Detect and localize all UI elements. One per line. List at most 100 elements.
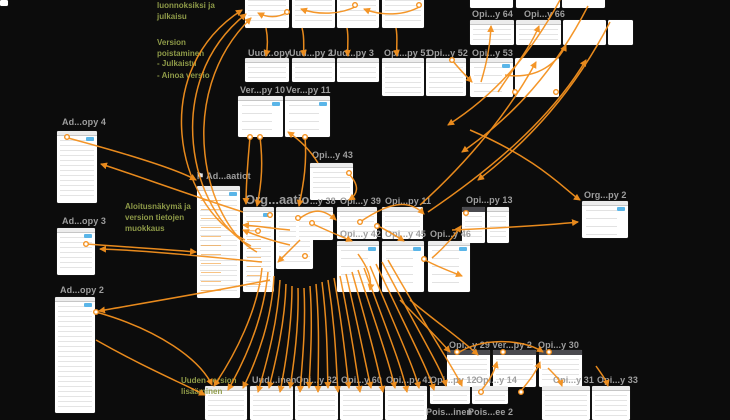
- frame-label[interactable]: Uud...opy: [248, 48, 290, 58]
- frame-content-rows: [248, 67, 286, 79]
- canvas-frame[interactable]: [205, 386, 247, 420]
- primary-button: [368, 247, 376, 251]
- frame-content-rows: [475, 395, 505, 401]
- canvas-frame[interactable]: [337, 58, 379, 82]
- frame-titlebar: [245, 58, 289, 63]
- canvas-frame[interactable]: [430, 386, 470, 404]
- frame-titlebar: [243, 207, 274, 212]
- frame-titlebar: [55, 297, 95, 302]
- frame-label[interactable]: Opi...y 39: [340, 196, 382, 206]
- primary-button: [84, 234, 92, 238]
- frame-content-rows: [208, 395, 244, 417]
- frame-content-rows: [298, 395, 335, 417]
- frame-label-text: Ad...aatiot: [206, 171, 251, 181]
- frame-content-rows: [295, 67, 332, 79]
- frame-label[interactable]: Ver...py 11: [286, 85, 331, 95]
- frame-content-rows: [586, 210, 617, 235]
- canvas-annotation[interactable]: - Julkaistu: [157, 59, 197, 68]
- frame-titlebar: [57, 131, 97, 136]
- frame-content-rows: [595, 395, 627, 417]
- frame-label[interactable]: Opi...y 66: [524, 9, 566, 19]
- frame-label[interactable]: Ad...opy 4: [62, 117, 107, 127]
- frame-label[interactable]: Ad...opy 3: [62, 216, 107, 226]
- canvas-frame[interactable]: [582, 201, 628, 238]
- frame-label[interactable]: Opi...y 53: [472, 48, 514, 58]
- frame-label[interactable]: Org...py 2: [584, 190, 627, 200]
- primary-button: [413, 247, 421, 251]
- frame-label[interactable]: Opi...y 52: [427, 48, 469, 58]
- canvas-frame[interactable]: [310, 163, 353, 200]
- frame-label[interactable]: ⚑ Ad...aatiot: [196, 171, 251, 182]
- frame-label[interactable]: Opi...py 11: [385, 196, 432, 206]
- frame-label[interactable]: Opi...py 41: [386, 375, 433, 385]
- frame-content-rows: [289, 105, 319, 134]
- section-label[interactable]: Org...aatio: [245, 192, 310, 207]
- frame-label[interactable]: Opi...y 64: [472, 9, 514, 19]
- canvas-frame[interactable]: [55, 297, 95, 413]
- frame-label[interactable]: Opi...py 13: [466, 195, 513, 205]
- canvas-frame[interactable]: [562, 0, 605, 8]
- frame-label[interactable]: Opi...y 33: [597, 375, 639, 385]
- canvas-frame[interactable]: [608, 20, 633, 45]
- canvas-annotation[interactable]: Version poistaminen: [157, 38, 205, 58]
- frame-titlebar: [337, 207, 377, 212]
- frame-label[interactable]: Opi...y 60: [341, 375, 383, 385]
- frame-titlebar: [592, 386, 630, 391]
- frame-label[interactable]: Opi...y 45: [385, 229, 427, 239]
- frame-label[interactable]: Pois...inen: [426, 407, 473, 417]
- frame-content-rows: [58, 306, 92, 410]
- primary-button: [263, 213, 271, 217]
- canvas-frame[interactable]: [285, 96, 330, 137]
- frame-titlebar: [382, 241, 424, 246]
- frame-content-rows: [313, 172, 350, 197]
- frame-titlebar: [539, 350, 582, 355]
- frame-label[interactable]: Opi...y 32: [296, 375, 338, 385]
- frame-label[interactable]: Opi...py 51: [384, 48, 431, 58]
- canvas-annotation[interactable]: Aloitusnäkymä ja version tietojen muokka…: [125, 202, 191, 233]
- primary-button: [84, 303, 92, 307]
- frame-label[interactable]: Opi...y 43: [312, 150, 354, 160]
- primary-button: [617, 207, 625, 211]
- frame-titlebar: [276, 207, 313, 212]
- frame-titlebar: [582, 201, 628, 206]
- canvas-annotation[interactable]: Uuden version lisääminen: [181, 376, 237, 396]
- frame-label[interactable]: Opi...y 46: [430, 229, 472, 239]
- frame-content-rows: [385, 67, 421, 93]
- frame-titlebar: [337, 241, 379, 246]
- frame-label[interactable]: Opi...y 31: [553, 375, 595, 385]
- canvas-frame[interactable]: [592, 386, 630, 420]
- canvas-frame[interactable]: [542, 386, 590, 420]
- frame-content-rows: [433, 395, 467, 401]
- frame-label[interactable]: ...y 38: [310, 196, 336, 206]
- frame-titlebar: [57, 228, 95, 233]
- canvas-annotation[interactable]: luonnoksiksi ja julkaisu: [157, 1, 215, 21]
- frame-content-rows: [340, 67, 376, 79]
- frame-label[interactable]: Opi...y 14: [476, 375, 518, 385]
- frame-content-rows: [253, 395, 290, 417]
- frame-label[interactable]: Opi...y 29: [449, 340, 491, 350]
- frame-titlebar: [382, 58, 424, 63]
- frame-content-rows: [343, 395, 380, 417]
- frame-label[interactable]: Opi...y 30: [538, 340, 580, 350]
- frame-label[interactable]: Ad...opy 2: [60, 285, 105, 295]
- frame-titlebar: [430, 386, 470, 391]
- frame-label[interactable]: Uud...py 2: [289, 48, 334, 58]
- frame-label[interactable]: Opi...py 12: [430, 375, 477, 385]
- frame-titlebar: [292, 58, 335, 63]
- flag-icon: ⚑: [196, 171, 205, 181]
- canvas-frame[interactable]: [292, 58, 335, 82]
- canvas-annotation[interactable]: - Ainoa versio: [157, 71, 210, 80]
- canvas-frame[interactable]: [382, 58, 424, 96]
- frame-label[interactable]: Pois...ee 2: [468, 407, 514, 417]
- frame-label[interactable]: Uud...py 3: [330, 48, 375, 58]
- frame-label[interactable]: Opi...y 42: [340, 229, 382, 239]
- frame-label[interactable]: Ver...py 10: [240, 85, 286, 95]
- frame-titlebar: [238, 96, 283, 101]
- frame-content-rows: [388, 395, 424, 417]
- canvas-frame[interactable]: [0, 0, 8, 6]
- frame-label[interactable]: Ver...py 2: [492, 340, 533, 350]
- primary-button: [272, 102, 280, 106]
- frame-label[interactable]: Uud...inen: [252, 375, 297, 385]
